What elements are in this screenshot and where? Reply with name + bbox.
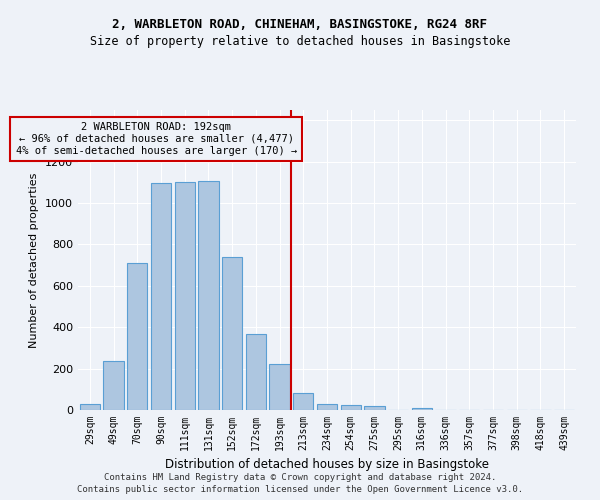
Bar xyxy=(412,408,432,410)
Text: Contains HM Land Registry data © Crown copyright and database right 2024.: Contains HM Land Registry data © Crown c… xyxy=(104,473,496,482)
Bar xyxy=(364,406,385,410)
Bar xyxy=(199,182,218,410)
Bar xyxy=(151,184,171,410)
Bar xyxy=(246,334,266,410)
Bar xyxy=(222,257,242,410)
Text: Contains public sector information licensed under the Open Government Licence v3: Contains public sector information licen… xyxy=(77,486,523,494)
X-axis label: Distribution of detached houses by size in Basingstoke: Distribution of detached houses by size … xyxy=(165,458,489,471)
Bar xyxy=(127,263,148,410)
Bar xyxy=(175,182,195,410)
Bar xyxy=(341,405,361,410)
Bar xyxy=(293,394,313,410)
Text: 2, WARBLETON ROAD, CHINEHAM, BASINGSTOKE, RG24 8RF: 2, WARBLETON ROAD, CHINEHAM, BASINGSTOKE… xyxy=(113,18,487,30)
Bar xyxy=(317,404,337,410)
Text: Size of property relative to detached houses in Basingstoke: Size of property relative to detached ho… xyxy=(90,35,510,48)
Bar xyxy=(269,364,290,410)
Bar xyxy=(80,404,100,410)
Y-axis label: Number of detached properties: Number of detached properties xyxy=(29,172,40,348)
Bar xyxy=(103,362,124,410)
Text: 2 WARBLETON ROAD: 192sqm
← 96% of detached houses are smaller (4,477)
4% of semi: 2 WARBLETON ROAD: 192sqm ← 96% of detach… xyxy=(16,122,297,156)
